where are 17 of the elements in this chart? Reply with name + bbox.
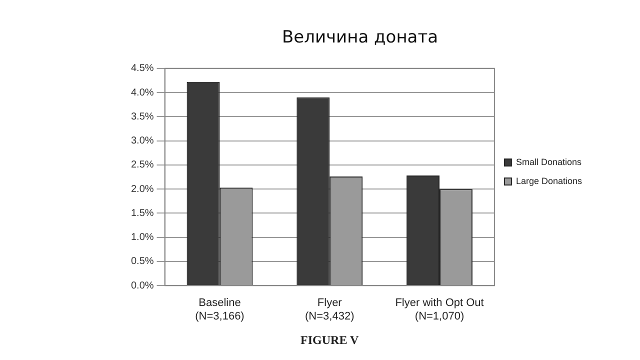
y-tick-label: 0.5% bbox=[130, 256, 154, 268]
y-tick-label: 0.0% bbox=[130, 280, 154, 292]
y-tick-label: 3.5% bbox=[130, 111, 154, 122]
chart-title: Величина доната bbox=[282, 28, 438, 48]
y-tick-label: 2.0% bbox=[130, 184, 154, 195]
y-tick-label: 1.5% bbox=[130, 208, 154, 219]
legend-label: Small Donations bbox=[516, 156, 582, 167]
legend-label: Large Donations bbox=[516, 176, 582, 186]
y-tick-label: 4.0% bbox=[130, 87, 154, 98]
y-tick-label: 2.5% bbox=[130, 160, 154, 171]
y-tick-label: 3.0% bbox=[130, 136, 154, 147]
y-tick-label: 4.5% bbox=[130, 63, 154, 74]
x-tick-label: Flyer (N=3,432) bbox=[305, 297, 354, 322]
text: FIGURE V bbox=[300, 333, 360, 347]
y-tick-label: 1.0% bbox=[130, 232, 154, 244]
x-tick-label: Baseline (N=3,166) bbox=[195, 297, 244, 322]
x-tick-label: Flyer with Opt Out (N=1,070) bbox=[395, 297, 484, 322]
